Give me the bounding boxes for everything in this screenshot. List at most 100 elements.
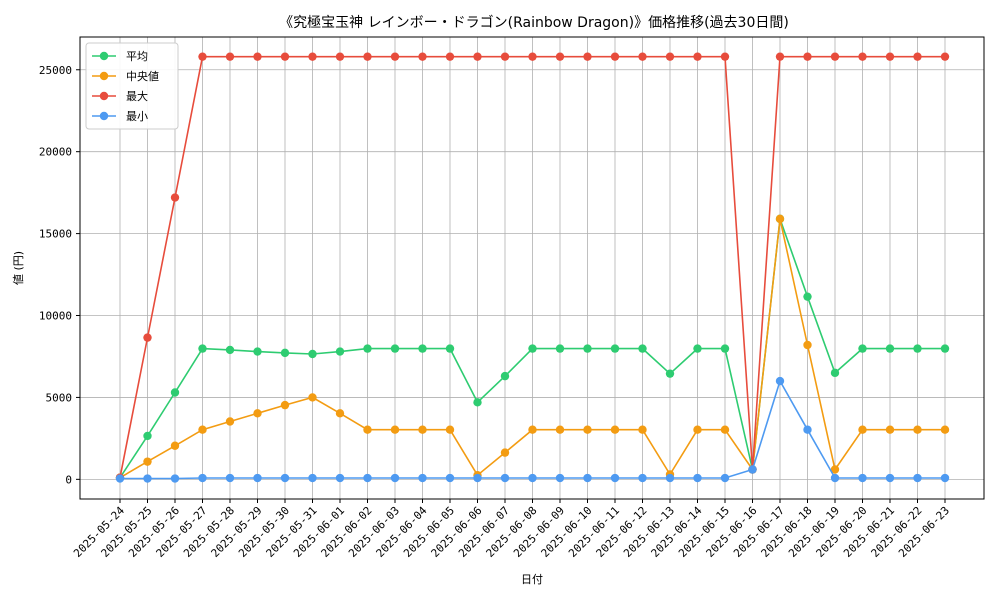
y-tick-label: 25000	[39, 64, 72, 77]
data-point	[170, 193, 180, 202]
data-point	[473, 52, 482, 61]
data-point	[473, 398, 482, 407]
data-point	[940, 473, 950, 483]
data-point	[775, 52, 785, 61]
legend-marker	[99, 71, 109, 81]
data-point	[803, 340, 812, 350]
data-point	[225, 52, 235, 61]
data-point	[555, 52, 565, 61]
data-point	[500, 473, 510, 483]
data-point	[115, 474, 125, 483]
data-point	[665, 473, 675, 483]
data-point	[363, 344, 372, 353]
data-point	[363, 473, 372, 483]
series-layer	[115, 52, 950, 483]
data-point	[418, 52, 427, 61]
y-tick-label: 5000	[46, 391, 73, 404]
data-point	[308, 473, 317, 483]
data-point	[610, 52, 620, 61]
legend-marker	[99, 91, 109, 101]
data-point	[308, 393, 317, 402]
data-point	[418, 344, 427, 353]
data-point	[335, 409, 345, 418]
data-point	[390, 52, 400, 61]
data-point	[170, 474, 180, 483]
data-point	[143, 431, 152, 441]
x-axis-label: 日付	[521, 573, 543, 586]
data-point	[885, 425, 895, 434]
legend-marker	[99, 111, 109, 121]
data-point	[913, 344, 922, 353]
data-point	[445, 425, 455, 434]
y-axis: 0 5000 10000 15000 20000 25000	[39, 64, 80, 486]
data-point	[198, 473, 207, 483]
y-axis-label: 値 (円)	[12, 251, 25, 285]
data-point	[885, 52, 895, 61]
data-point	[803, 425, 812, 434]
data-point	[445, 473, 455, 483]
data-point	[830, 473, 840, 483]
data-point	[143, 333, 152, 342]
data-point	[198, 52, 207, 61]
data-point	[638, 52, 647, 61]
data-point	[390, 344, 400, 353]
series-1	[115, 214, 950, 482]
data-point	[253, 409, 262, 418]
data-point	[775, 214, 785, 224]
data-point	[500, 52, 510, 61]
data-point	[170, 388, 180, 397]
data-point	[913, 425, 922, 434]
data-point	[858, 52, 867, 61]
series-3	[115, 376, 950, 483]
data-point	[858, 425, 867, 434]
data-point	[885, 473, 895, 483]
legend-marker	[99, 51, 109, 61]
data-point	[253, 52, 262, 61]
data-point	[940, 344, 950, 353]
data-point	[500, 448, 510, 457]
data-point	[363, 52, 372, 61]
data-point	[445, 52, 455, 61]
legend-label: 最大	[126, 89, 148, 103]
data-point	[665, 52, 675, 61]
data-point	[720, 52, 730, 61]
data-point	[775, 376, 785, 386]
y-tick-label: 0	[65, 473, 72, 486]
data-point	[390, 473, 400, 483]
data-point	[638, 425, 647, 434]
legend-label: 平均	[126, 50, 148, 63]
data-point	[610, 344, 620, 353]
data-point	[473, 473, 482, 483]
data-point	[555, 473, 565, 483]
data-point	[610, 473, 620, 483]
data-point	[445, 344, 455, 353]
data-point	[555, 425, 565, 434]
series-2	[115, 52, 950, 482]
data-point	[693, 425, 702, 434]
data-point	[198, 425, 207, 434]
data-point	[280, 400, 290, 410]
data-point	[528, 52, 537, 61]
data-point	[665, 369, 675, 378]
data-point	[803, 52, 812, 61]
data-point	[830, 52, 840, 61]
data-point	[363, 425, 372, 434]
data-point	[940, 52, 950, 61]
data-point	[170, 441, 180, 450]
data-point	[693, 344, 702, 353]
data-point	[253, 347, 262, 356]
data-point	[858, 473, 867, 483]
legend-box	[85, 42, 179, 130]
data-point	[638, 344, 647, 353]
data-point	[610, 425, 620, 434]
data-point	[253, 473, 262, 483]
data-point	[198, 344, 207, 353]
legend-label: 最小	[126, 110, 148, 123]
data-point	[638, 473, 647, 483]
data-point	[885, 344, 895, 353]
data-point	[528, 473, 537, 483]
data-point	[693, 52, 702, 61]
chart-title: 《究極宝玉神 レインボー・ドラゴン(Rainbow Dragon)》価格推移(過…	[279, 14, 789, 31]
y-tick-label: 15000	[39, 228, 72, 241]
data-point	[143, 457, 152, 466]
